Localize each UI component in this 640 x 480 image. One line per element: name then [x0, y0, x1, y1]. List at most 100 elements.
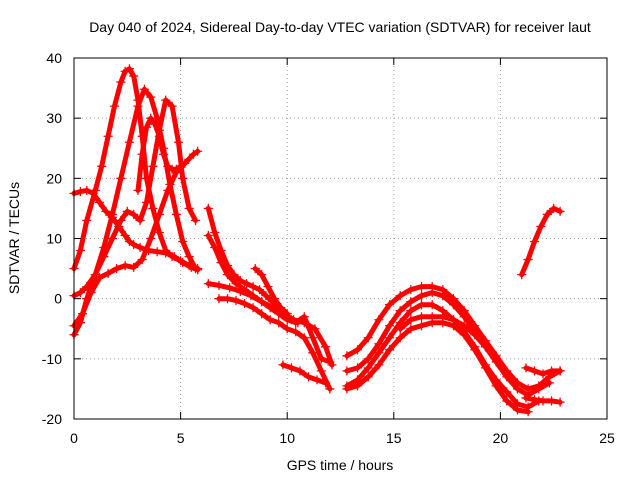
data-point [203, 203, 213, 214]
data-point [491, 357, 501, 367]
data-point [438, 312, 448, 322]
data-point [214, 280, 224, 291]
data-point [299, 333, 309, 343]
data-point [178, 236, 188, 247]
data-point [286, 363, 297, 373]
data-point [82, 185, 92, 196]
series-line [344, 290, 552, 398]
data-point [97, 161, 107, 171]
series-track-11 [250, 263, 292, 319]
data-point [427, 300, 437, 310]
data-point [480, 363, 491, 373]
data-point [154, 209, 164, 220]
data-point [90, 185, 100, 196]
data-point [137, 149, 147, 159]
data-point [77, 309, 88, 319]
x-tick-label: 20 [493, 430, 509, 446]
data-point [154, 227, 164, 238]
data-point [555, 397, 565, 407]
data-point [363, 372, 373, 382]
data-point [101, 206, 111, 217]
data-point [267, 303, 277, 313]
series-track-16 [342, 318, 533, 417]
data-point [167, 101, 177, 111]
data-point [538, 396, 548, 406]
series-line [519, 205, 563, 278]
data-point [342, 384, 352, 394]
data-point [288, 315, 299, 325]
series-line [344, 320, 531, 415]
data-point [555, 206, 565, 217]
data-point [384, 300, 395, 310]
data-point [276, 303, 286, 313]
data-point [141, 122, 152, 132]
data-point [250, 263, 260, 274]
data-point [129, 71, 139, 81]
data-point [427, 312, 437, 322]
data-point [75, 288, 86, 298]
series-track-10 [214, 294, 335, 394]
x-tick-label: 10 [279, 430, 295, 446]
data-point [203, 230, 213, 241]
data-point [146, 92, 156, 102]
series-track-4 [69, 95, 201, 301]
data-point [184, 251, 194, 262]
data-point [308, 333, 318, 343]
data-point [549, 203, 559, 214]
data-point [470, 345, 480, 355]
data-point [395, 306, 405, 316]
data-point [534, 384, 544, 394]
data-point [546, 366, 557, 376]
data-point [139, 84, 150, 94]
data-point [278, 360, 288, 370]
data-point [406, 315, 416, 325]
data-point [135, 215, 145, 226]
data-point [222, 294, 233, 304]
data-point [99, 251, 109, 262]
chart-title: Day 040 of 2024, Sidereal Day-to-day VTE… [89, 19, 591, 35]
data-point [374, 348, 384, 358]
data-point [303, 372, 314, 382]
data-point [416, 300, 427, 310]
data-point [158, 149, 169, 159]
data-point [246, 291, 256, 301]
data-point [342, 351, 352, 361]
data-point [274, 318, 284, 328]
data-point [308, 348, 318, 358]
data-point [107, 233, 118, 244]
data-point [502, 387, 512, 397]
data-point [148, 161, 158, 171]
data-point [231, 278, 241, 289]
data-point [122, 206, 132, 217]
data-point [129, 209, 139, 220]
data-point [107, 209, 118, 220]
data-point [133, 101, 143, 111]
data-point [374, 315, 384, 325]
data-point [295, 366, 305, 376]
data-point [116, 215, 126, 226]
data-point [222, 269, 233, 280]
data-point [184, 203, 194, 214]
data-point [384, 333, 395, 343]
data-point [352, 363, 363, 373]
data-point [193, 146, 203, 156]
data-point [512, 405, 523, 415]
data-point [523, 254, 533, 265]
data-point [214, 294, 224, 304]
x-axis: 0 5 10 15 20 25 [70, 58, 615, 446]
data-point [203, 278, 213, 289]
data-point [111, 263, 122, 274]
data-point [103, 268, 113, 279]
data-point [502, 396, 512, 406]
data-point [141, 197, 152, 208]
data-point [502, 372, 512, 382]
data-point [282, 324, 292, 334]
y-axis-title: SDTVAR / TECUs [6, 182, 22, 294]
data-point [299, 318, 309, 328]
data-point [256, 309, 267, 319]
series-track-6 [133, 113, 186, 196]
data-point [291, 327, 301, 337]
data-point [82, 215, 92, 226]
data-point [538, 369, 548, 379]
